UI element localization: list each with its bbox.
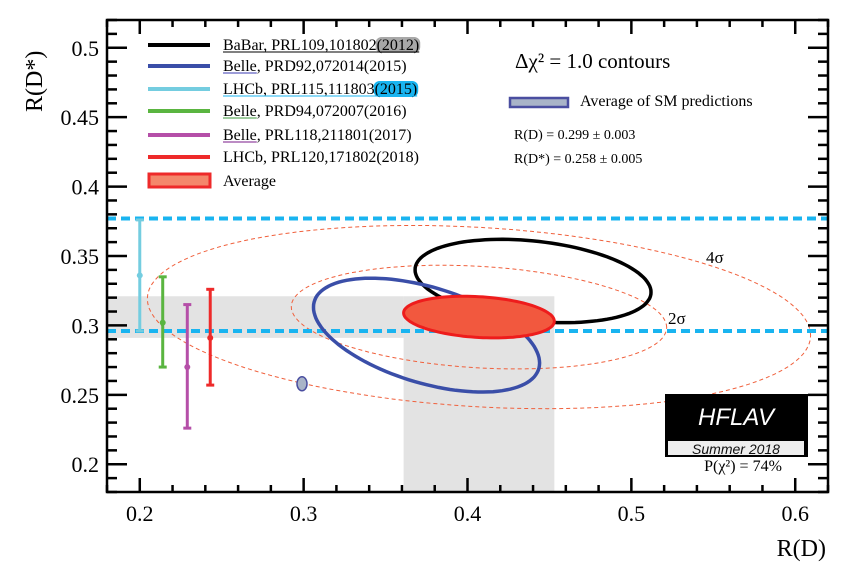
sm-prediction-ellipse (296, 375, 308, 392)
hflav-logo: HFLAV Summer 2018 (665, 394, 808, 457)
legend-label-main: BaBar, PRL109,101802 (223, 37, 377, 54)
legend-label-ref: , PRD92,072014(2015) (257, 58, 407, 75)
legend-label-ref: , PRL118,211801(2017) (257, 127, 412, 144)
tick-labels: 0.2 0.3 0.4 0.5 0.6 0.2 0.25 0.3 0.35 0.4 0.45 0.5 (61, 36, 809, 526)
y-axis-title: R(D*) (22, 51, 48, 112)
sm-rdstar-value: R(D*) = 0.258 ± 0.005 (514, 152, 642, 167)
legend-label-3: Belle, PRD94,072007(2016) (223, 103, 407, 120)
legend-label-6: Average (223, 173, 276, 190)
point-belle-2016 (159, 319, 166, 326)
x-tick-label: 0.6 (781, 501, 809, 526)
contour-label-4sigma: 4σ (706, 248, 724, 267)
legend-year-highlight-0 (375, 37, 421, 53)
svg-text:Summer 2018: Summer 2018 (692, 441, 780, 457)
x-tick-label: 0.4 (454, 501, 482, 526)
point-lhcb-2018 (207, 334, 214, 341)
sigma-contours (146, 225, 812, 410)
y-tick-label: 0.25 (61, 383, 100, 408)
contour-4sigma (146, 225, 812, 410)
legend-label-main: Belle (223, 58, 257, 75)
y-tick-label: 0.4 (72, 175, 100, 200)
contour-2sigma (290, 264, 668, 370)
x-tick-label: 0.5 (618, 501, 646, 526)
legend: BaBar, PRL109,101802(2012)Belle, PRD92,0… (147, 37, 421, 190)
legend-label-2: LHCb, PRL115,111803(2015) (223, 81, 417, 98)
legend-label-year: (2015) (375, 81, 418, 98)
point-belle-2017 (184, 364, 191, 371)
ellipse-babar-2012 (413, 237, 653, 325)
x-tick-label: 0.3 (290, 501, 318, 526)
legend-label-1: Belle, PRD92,072014(2015) (223, 58, 407, 75)
svg-text:HFLAV: HFLAV (698, 404, 776, 431)
legend-label-year: (2012) (377, 37, 420, 54)
y-tick-label: 0.5 (72, 36, 100, 61)
legend-label-4: Belle, PRL118,211801(2017) (223, 127, 412, 144)
sm-rd-value: R(D) = 0.299 ± 0.003 (514, 128, 635, 143)
x-axis-title: R(D) (777, 536, 826, 562)
legend-label-0: BaBar, PRL109,101802(2012) (223, 37, 419, 54)
p-chi2-value: P(χ²) = 74% (704, 458, 782, 475)
y-tick-label: 0.2 (72, 452, 100, 477)
legend-label-main: Belle (223, 127, 257, 144)
legend-year-highlight-2 (373, 81, 419, 97)
axes-frame (105, 18, 830, 494)
measurement-ellipses (296, 237, 653, 394)
contours-title: Δχ² = 1.0 contours (515, 49, 670, 73)
legend-swatch-average (147, 172, 212, 189)
legend-label-ref: , PRD94,072007(2016) (257, 103, 407, 120)
legend-label-main: LHCb, PRL120,171802(2018) (223, 149, 419, 166)
sm-legend-label: Average of SM predictions (580, 93, 753, 110)
y-tick-label: 0.3 (72, 313, 100, 338)
contour-label-2sigma: 2σ (668, 309, 686, 328)
error-bars (135, 218, 215, 430)
legend-label-main: Average (223, 173, 276, 190)
x-tick-label: 0.2 (126, 501, 154, 526)
y-tick-label: 0.35 (61, 244, 100, 269)
sm-legend-swatch (508, 96, 570, 109)
legend-label-main: Belle (223, 103, 257, 120)
lhcb-band-lines (107, 216, 828, 333)
point-lhcb-2015 (136, 272, 143, 279)
legend-label-5: LHCb, PRL120,171802(2018) (223, 149, 419, 166)
average-ellipse (402, 294, 556, 340)
y-tick-label: 0.45 (61, 105, 100, 130)
legend-label-main: LHCb, PRL115,111803 (223, 81, 375, 98)
